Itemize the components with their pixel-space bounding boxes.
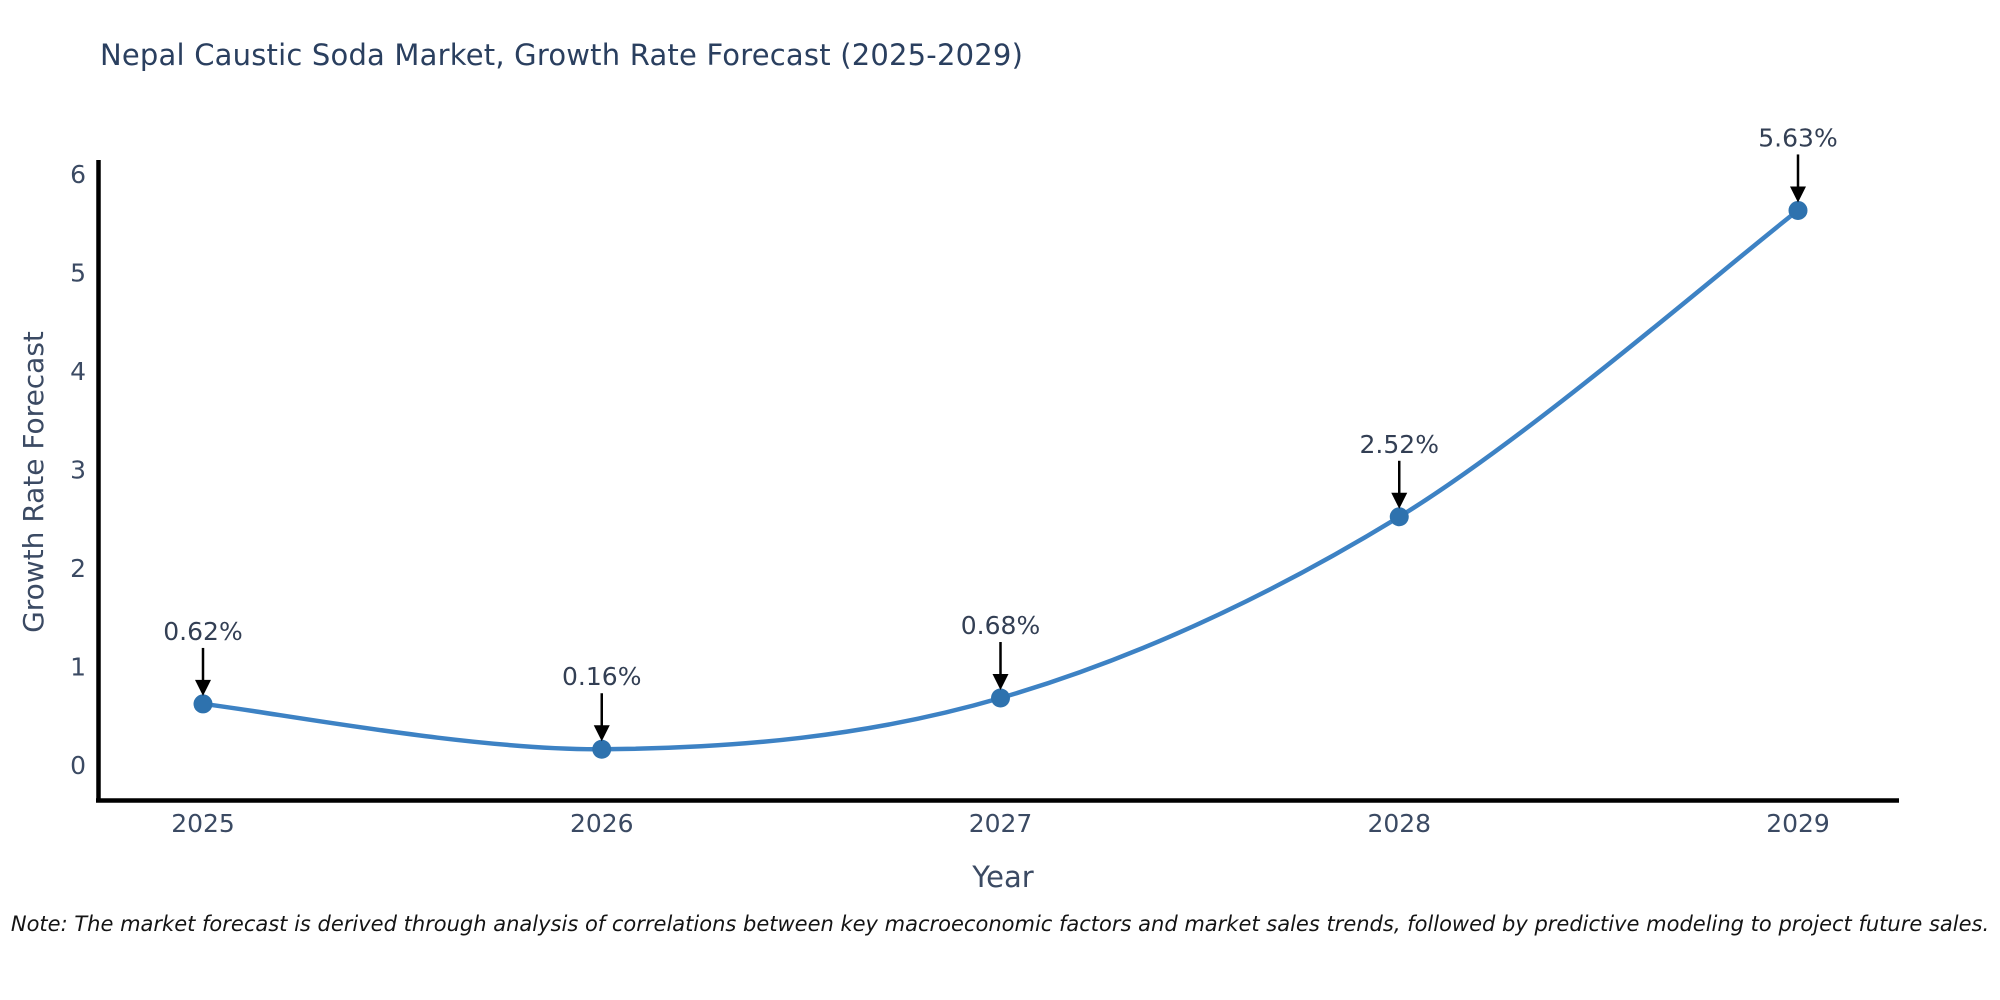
annotation-label: 2.52% (1360, 430, 1439, 459)
y-tick-label: 6 (70, 160, 86, 189)
y-tick-label: 1 (70, 653, 86, 682)
x-tick-label: 2025 (171, 809, 235, 838)
y-axis-title: Growth Rate Forecast (17, 331, 50, 633)
annotation-arrow-head (1391, 492, 1408, 509)
y-tick-label: 0 (70, 751, 86, 780)
annotation-arrow-head (992, 674, 1009, 691)
annotation-arrow-head (593, 725, 610, 742)
y-tick-label: 4 (70, 357, 86, 386)
annotation-label: 0.68% (961, 611, 1040, 640)
annotation-label: 0.62% (163, 617, 242, 646)
data-point-marker (592, 739, 612, 759)
data-point-marker (1389, 507, 1409, 527)
x-tick-label: 2028 (1367, 809, 1431, 838)
y-tick-label: 5 (70, 259, 86, 288)
annotation-label: 0.16% (562, 662, 641, 691)
x-tick-label: 2026 (570, 809, 634, 838)
x-axis-title: Year (972, 860, 1034, 894)
annotation-label: 5.63% (1758, 123, 1837, 152)
data-point-marker (193, 694, 213, 714)
y-tick-label: 2 (70, 554, 86, 583)
x-tick-label: 2027 (969, 809, 1033, 838)
y-tick-label: 3 (70, 456, 86, 485)
chart-footnote: Note: The market forecast is derived thr… (10, 912, 1990, 936)
chart-title: Nepal Caustic Soda Market, Growth Rate F… (100, 38, 1024, 72)
x-tick-label: 2029 (1766, 809, 1830, 838)
data-point-marker (1788, 200, 1808, 220)
data-point-marker (991, 688, 1010, 708)
annotation-arrow-head (195, 679, 211, 696)
annotation-arrow-head (1790, 186, 1806, 203)
